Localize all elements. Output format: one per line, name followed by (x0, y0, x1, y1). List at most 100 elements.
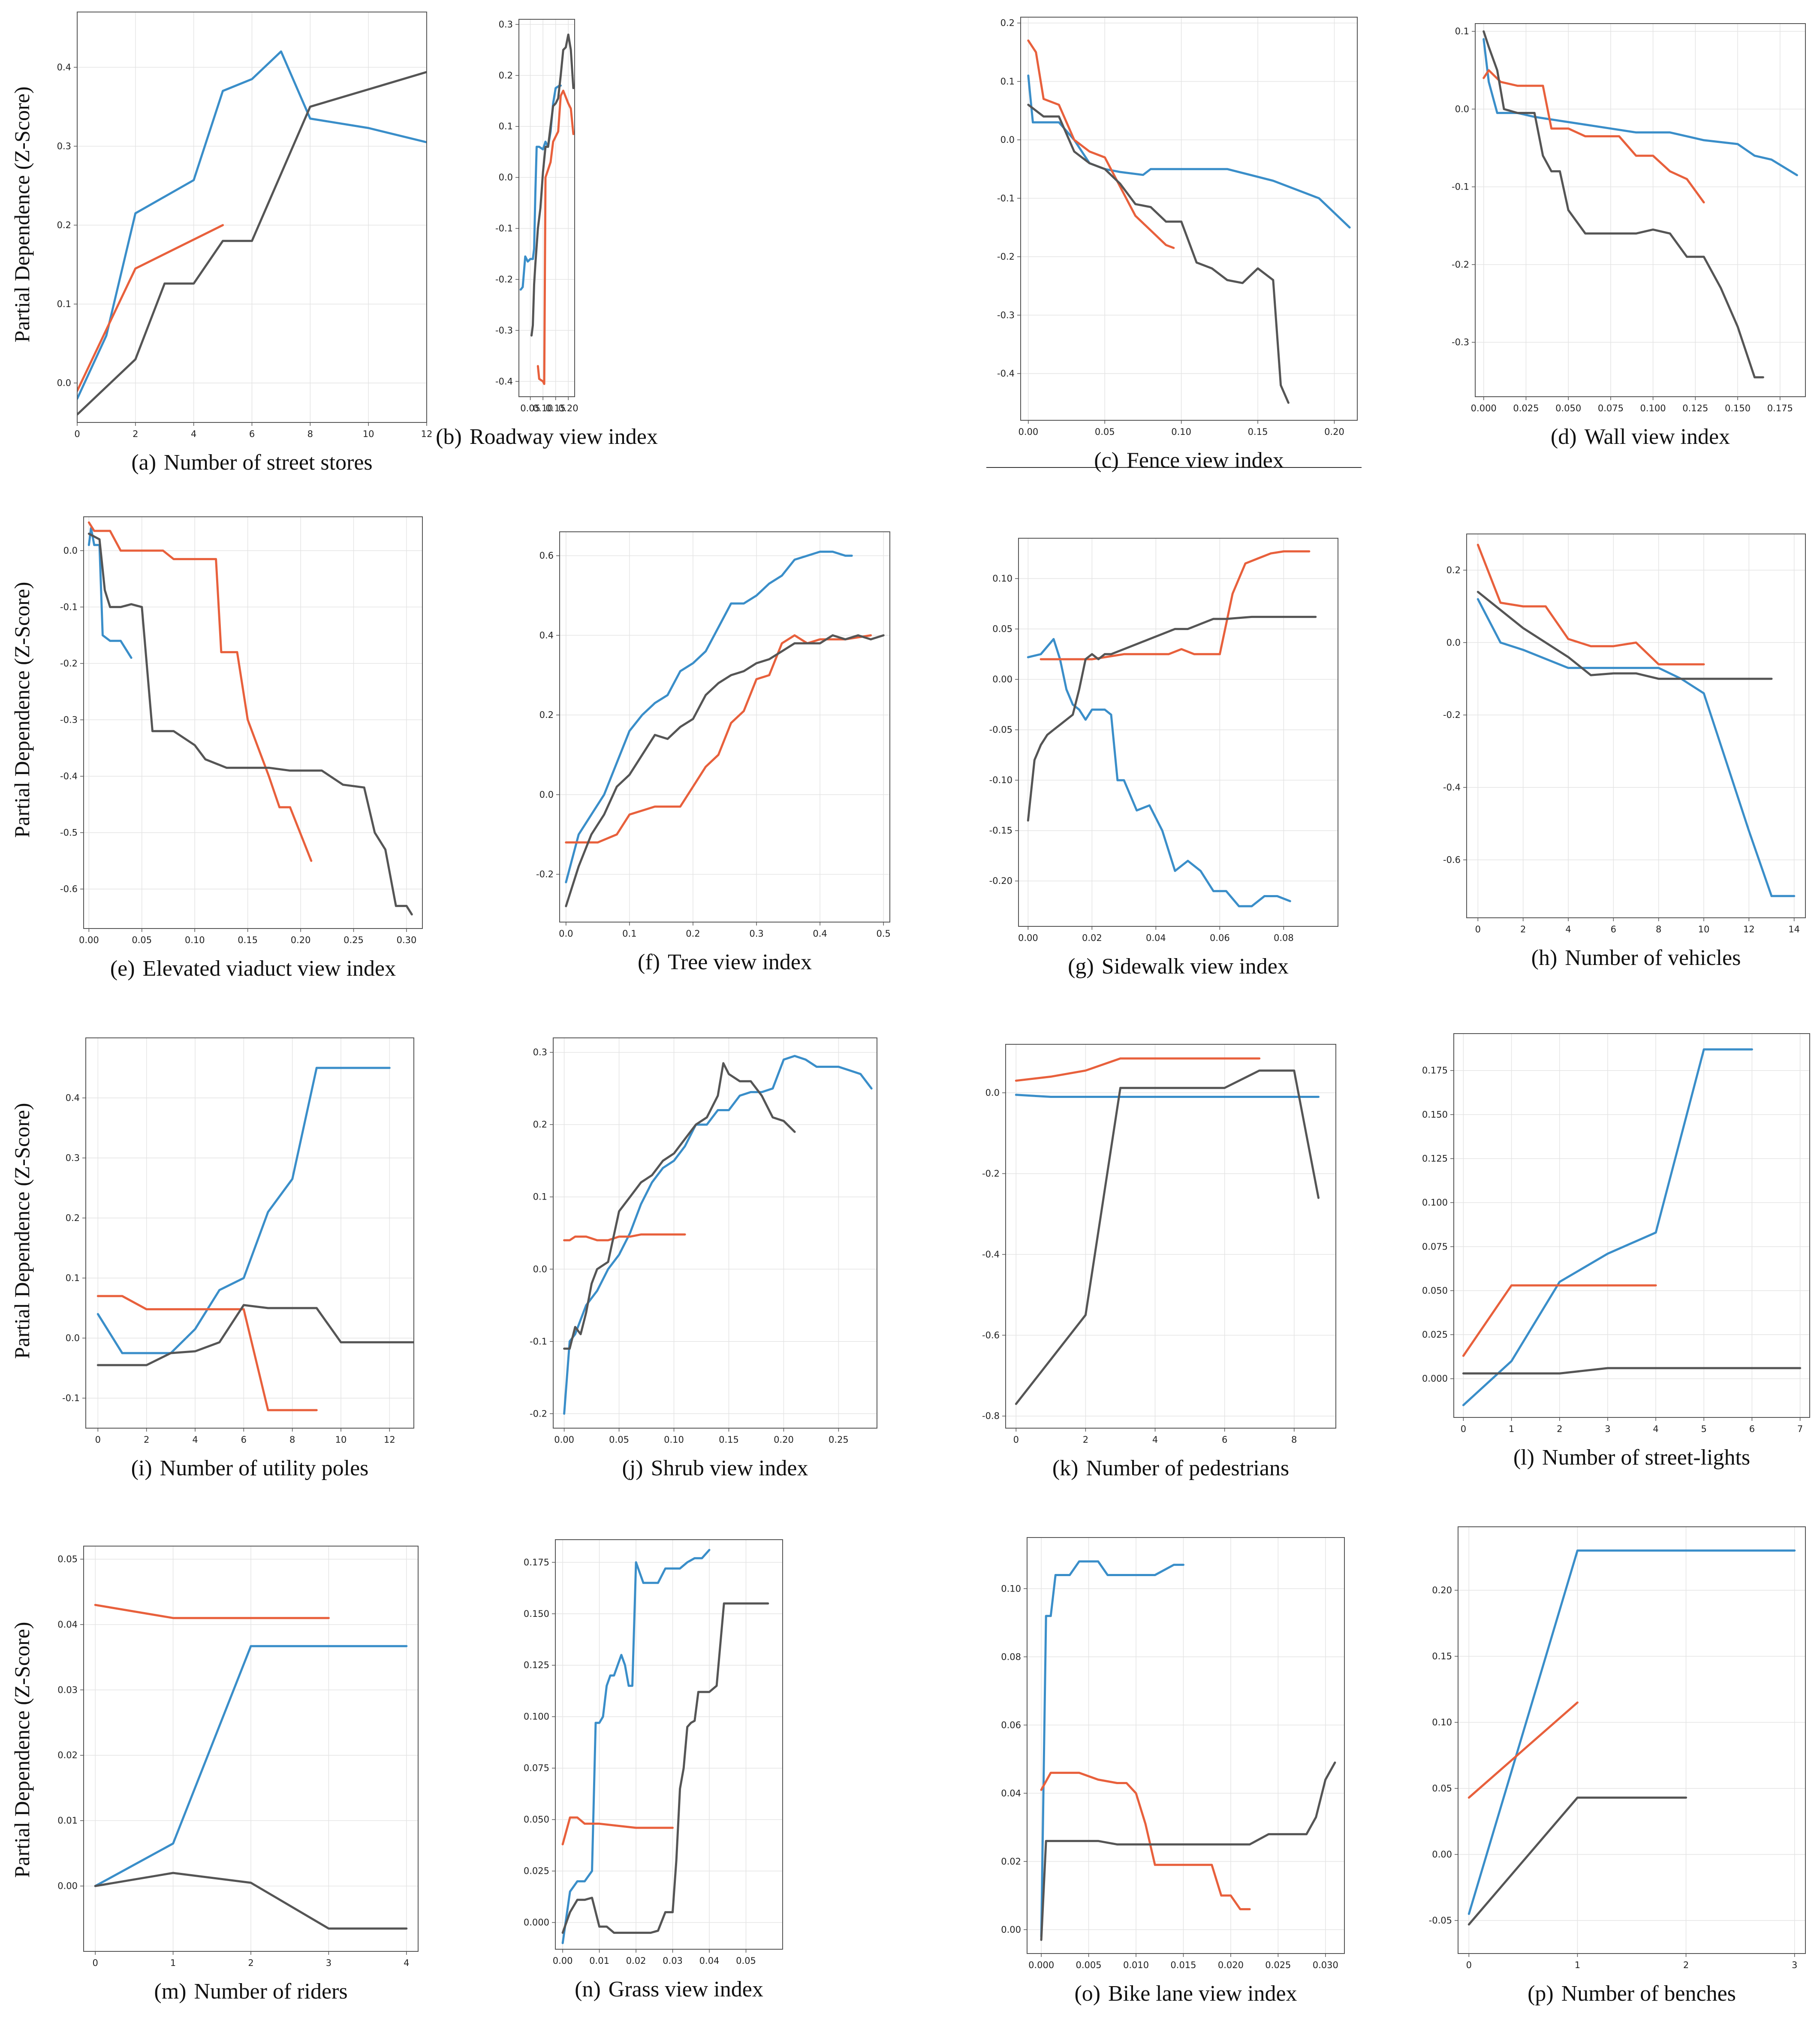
x-tick-label: 0.20 (1324, 427, 1344, 437)
series-line-gray (77, 71, 427, 416)
grid: 0.050.100.150.20 -0.4 -0.3 -0.2 -0.1 0.0 0.1 0.… (495, 19, 579, 413)
plot-frame (559, 531, 890, 923)
y-tick-label: 0.0 (66, 1333, 80, 1343)
y-tick-label: -0.1 (60, 602, 78, 612)
x-tick-label: 6 (241, 1435, 247, 1445)
x-tick-label: 0.20 (558, 403, 579, 413)
caption-letter: (i) (131, 1456, 152, 1480)
y-tick-label: 0.075 (524, 1763, 549, 1773)
caption-letter: (d) (1551, 425, 1577, 449)
panel-g: 0.00 0.02 0.04 0.06 0.08 -0.20 -0.15 -0.10 -0.05… (989, 538, 1338, 979)
x-tick-label: 0.00 (1018, 427, 1038, 437)
y-tick-label: 0.000 (1422, 1374, 1448, 1384)
plot-frame (1005, 1044, 1336, 1429)
x-tick-label: 14 (1788, 924, 1800, 935)
x-tick-label: 0.02 (626, 1956, 646, 1966)
grid: 0 2 4 6 8 10 12 14 -0.6 -0.4 -0.2 0.0 0.2 (1443, 534, 1805, 935)
y-tick-label: 0.08 (1001, 1652, 1021, 1662)
x-tick-label: 0.15 (545, 403, 566, 413)
x-tick-label: 4 (1565, 924, 1571, 935)
x-tick-label: 10 (1698, 924, 1710, 935)
y-tick-label: 0.3 (533, 1047, 547, 1058)
panel-caption: (m) Number of riders (154, 1979, 347, 2004)
y-tick-label: 0.05 (1432, 1783, 1452, 1794)
y-tick-label: -0.2 (997, 252, 1015, 262)
caption-letter: (g) (1068, 954, 1094, 979)
series-line-blue (561, 1549, 711, 1945)
x-tick-label: 3 (1605, 1424, 1610, 1434)
y-tick-label: -0.3 (495, 325, 513, 335)
plot-frame (1453, 1033, 1810, 1418)
y-tick-label: -0.3 (60, 715, 78, 725)
x-tick-label: 12 (1743, 924, 1755, 935)
grid: 0 2 4 6 8 10 12 0.0 0.1 0.2 0.3 0.4 (57, 12, 432, 439)
x-tick-label: 10 (363, 429, 374, 439)
x-tick-label: 0.03 (663, 1956, 683, 1966)
ylabel-row-2: Partial Dependence (Z-Score) (10, 582, 34, 838)
x-tick-label: 0 (1013, 1435, 1019, 1445)
caption-text: Wall view index (1585, 425, 1730, 449)
y-tick-label: 0.6 (539, 551, 554, 561)
caption-text: Shrub view index (651, 1456, 808, 1480)
y-tick-label: 0.2 (57, 220, 71, 230)
x-tick-label: 0.25 (829, 1435, 849, 1445)
y-tick-label: 0.03 (57, 1685, 78, 1695)
y-tick-label: 0.1 (499, 121, 513, 132)
x-tick-label: 0 (1475, 924, 1481, 935)
series-line-gray (565, 634, 885, 907)
series-line-orange (1015, 1057, 1261, 1082)
ylabel-row-3: Partial Dependence (Z-Score) (10, 1103, 34, 1359)
panel-m: 0 1 2 3 4 0.00 0.01 0.02 0.03 0.04 0.05 (m) Number o… (57, 1546, 419, 2004)
x-tick-label: 0.04 (699, 1956, 720, 1966)
x-tick-label: 6 (1749, 1424, 1755, 1434)
series-line-orange (536, 90, 575, 385)
series-group (565, 550, 885, 907)
y-tick-label: 0.2 (1000, 18, 1015, 28)
caption-letter: (p) (1528, 1981, 1554, 2006)
x-tick-label: 3 (1792, 1960, 1797, 1970)
plot-frame (1466, 534, 1806, 918)
series-group (1027, 39, 1351, 404)
y-tick-label: -0.20 (989, 876, 1012, 886)
series-group (519, 33, 575, 385)
series-line-blue (565, 550, 853, 883)
y-tick-label: 0.2 (499, 70, 513, 81)
panel-caption: (l) Number of street-lights (1513, 1445, 1750, 1470)
x-tick-label: 2 (1083, 1435, 1088, 1445)
plot-frame (83, 516, 423, 929)
series-line-gray (1467, 1797, 1687, 1926)
y-tick-label: 0.00 (992, 674, 1012, 684)
y-tick-label: 0.0 (63, 546, 78, 556)
y-tick-label: -0.10 (989, 775, 1012, 785)
y-tick-label: -0.2 (1452, 259, 1469, 270)
caption-text: Number of riders (194, 1979, 347, 2004)
series-line-blue (1483, 38, 1798, 176)
y-tick-label: -0.2 (495, 274, 513, 284)
grid: 0.00 0.05 0.10 0.15 0.20 0.25 -0.2 -0.1 0.0 0.1 0.… (530, 1038, 877, 1445)
caption-text: Number of utility poles (160, 1456, 369, 1480)
y-tick-label: 0.02 (1001, 1856, 1021, 1866)
y-tick-label: -0.4 (60, 771, 78, 781)
x-tick-label: 0.050 (1555, 403, 1581, 413)
y-tick-label: -0.4 (982, 1249, 1000, 1260)
x-tick-label: 0.075 (1598, 403, 1624, 413)
series-line-gray (1027, 615, 1317, 822)
y-tick-label: 0.100 (524, 1712, 549, 1722)
x-tick-label: 0.175 (1767, 403, 1793, 413)
x-tick-label: 0.00 (554, 1435, 574, 1445)
x-tick-label: 0.05 (736, 1956, 756, 1966)
y-tick-label: -0.15 (989, 826, 1012, 836)
x-tick-label: 0.025 (1265, 1960, 1291, 1970)
plot-frame (555, 1539, 783, 1950)
y-tick-label: 0.01 (57, 1815, 78, 1826)
x-tick-label: 0.05 (609, 1435, 629, 1445)
x-tick-label: 0.025 (1513, 403, 1539, 413)
x-tick-label: 8 (1656, 924, 1661, 935)
series-line-blue (1467, 1549, 1796, 1915)
panel-caption: (g) Sidewalk view index (1068, 954, 1289, 979)
series-line-gray (530, 33, 575, 337)
x-tick-label: 0.04 (1146, 933, 1166, 943)
y-tick-label: 0.175 (1422, 1065, 1448, 1076)
grid: 0.00 0.02 0.04 0.06 0.08 -0.20 -0.15 -0.10 -0.05… (989, 538, 1338, 943)
x-tick-label: 6 (1222, 1435, 1227, 1445)
